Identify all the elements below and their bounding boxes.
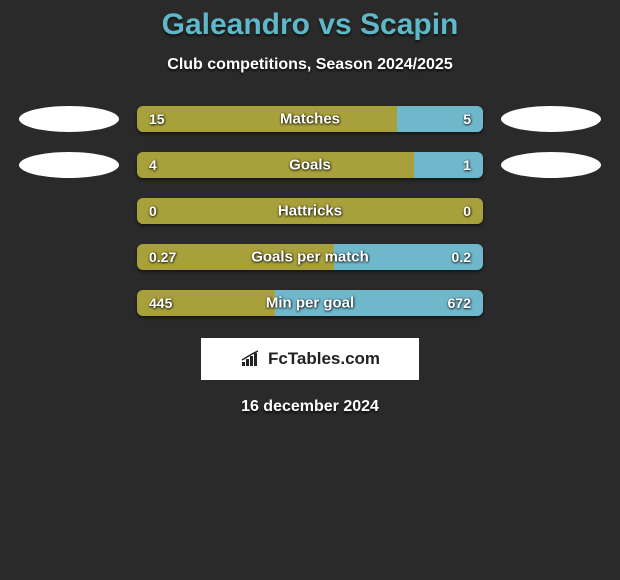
stat-label: Hattricks [278,203,342,220]
stat-value-left: 15 [149,111,165,127]
bar-left-segment [137,152,414,178]
stat-row: 15 5 Matches [0,106,620,132]
stat-bars: 15 5 Matches 4 1 Goals 0 0 Hattricks 0.27 0.2 Goals… [0,106,620,316]
marker-placeholder [501,198,601,224]
date-label: 16 december 2024 [0,398,620,416]
marker-placeholder [501,290,601,316]
stat-value-right: 0 [463,203,471,219]
marker-placeholder [19,244,119,270]
stat-label: Min per goal [266,295,354,312]
player-right-marker [501,106,601,132]
comparison-infographic: Galeandro vs Scapin Club competitions, S… [0,0,620,416]
stat-value-right: 672 [448,295,471,311]
stat-row: 445 672 Min per goal [0,290,620,316]
bar-left-segment [137,106,397,132]
brand-text: FcTables.com [268,349,380,369]
page-title: Galeandro vs Scapin [0,8,620,42]
stat-row: 0 0 Hattricks [0,198,620,224]
marker-placeholder [501,244,601,270]
stat-value-right: 1 [463,157,471,173]
stat-bar: 0.27 0.2 Goals per match [137,244,483,270]
marker-placeholder [19,290,119,316]
stat-row: 0.27 0.2 Goals per match [0,244,620,270]
stat-bar: 15 5 Matches [137,106,483,132]
stat-bar: 445 672 Min per goal [137,290,483,316]
bar-right-segment [414,152,483,178]
stat-row: 4 1 Goals [0,152,620,178]
stat-value-left: 445 [149,295,172,311]
stat-value-left: 4 [149,157,157,173]
stat-value-right: 0.2 [452,249,471,265]
player-left-marker [19,106,119,132]
stat-label: Goals [289,157,331,174]
stat-value-left: 0.27 [149,249,176,265]
player-left-marker [19,152,119,178]
stat-value-right: 5 [463,111,471,127]
stat-bar: 4 1 Goals [137,152,483,178]
player-right-marker [501,152,601,178]
stat-label: Matches [280,111,340,128]
stat-label: Goals per match [251,249,369,266]
marker-placeholder [19,198,119,224]
chart-icon [240,350,262,368]
stat-bar: 0 0 Hattricks [137,198,483,224]
page-subtitle: Club competitions, Season 2024/2025 [0,56,620,74]
brand-box[interactable]: FcTables.com [201,338,419,380]
stat-value-left: 0 [149,203,157,219]
